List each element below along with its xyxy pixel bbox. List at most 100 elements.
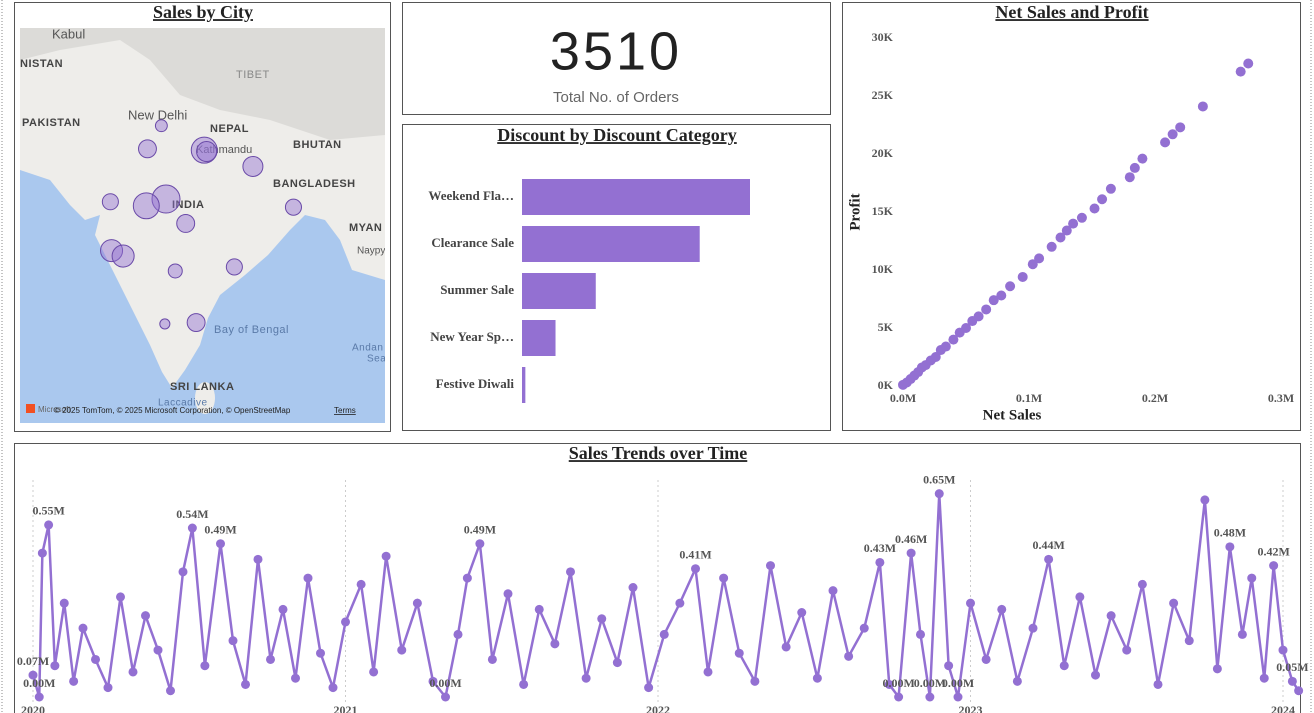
point xyxy=(1243,58,1254,69)
data-label: 0.41M xyxy=(679,547,711,561)
chart-title: Discount by Discount Category xyxy=(497,125,737,145)
point xyxy=(766,561,775,571)
sales-line xyxy=(31,493,1300,701)
x-tick-label: 0.3M xyxy=(1268,391,1294,405)
data-label: 0.54M xyxy=(176,507,208,521)
point xyxy=(1294,686,1304,696)
point xyxy=(141,611,150,621)
point xyxy=(266,654,275,664)
city-bubble xyxy=(154,119,168,133)
arabian-sea xyxy=(20,170,172,423)
point xyxy=(1068,218,1079,229)
point xyxy=(691,564,700,574)
point xyxy=(581,673,591,683)
map-label: TIBET xyxy=(236,69,270,81)
point xyxy=(719,573,729,583)
point xyxy=(166,686,175,696)
point xyxy=(934,489,944,499)
bar xyxy=(522,273,596,309)
data-label: 0.00M xyxy=(914,676,946,690)
point xyxy=(1059,661,1069,671)
point xyxy=(328,683,338,693)
data-label: 0.55M xyxy=(32,504,64,518)
city-bubble xyxy=(101,193,119,211)
bay-of-bengal xyxy=(172,215,385,423)
point xyxy=(948,334,959,345)
point xyxy=(859,623,869,633)
point xyxy=(453,629,463,639)
y-tick-label: Summer Sale xyxy=(440,282,514,297)
point xyxy=(1212,664,1222,674)
city-bubble xyxy=(225,258,243,276)
point xyxy=(966,598,975,608)
point xyxy=(997,604,1007,614)
city-bubble xyxy=(186,313,206,333)
y-tick-label: 10K xyxy=(872,262,894,276)
point xyxy=(116,592,125,602)
point xyxy=(566,567,575,577)
point xyxy=(930,352,941,362)
bar xyxy=(522,179,750,215)
point xyxy=(1169,598,1179,608)
point xyxy=(1017,271,1028,282)
kpi-label: Total No. of Orders xyxy=(553,89,679,106)
map-label: MYAN xyxy=(349,222,382,234)
point xyxy=(875,557,885,567)
map-label: Naypy xyxy=(357,246,385,257)
point xyxy=(59,598,69,608)
point xyxy=(1091,670,1100,680)
point xyxy=(797,608,807,618)
data-label: 0.46M xyxy=(895,532,927,546)
sri-lanka xyxy=(195,382,215,414)
data-label: 0.00M xyxy=(429,676,461,690)
x-tick-label: 2023 xyxy=(959,703,983,713)
point xyxy=(34,692,44,702)
city-bubble xyxy=(167,263,183,279)
point xyxy=(28,670,38,680)
city-bubble xyxy=(137,139,157,159)
point xyxy=(128,667,138,677)
map-label: PAKISTAN xyxy=(22,117,81,129)
city-bubble xyxy=(196,141,218,163)
y-tick-label: Festive Diwali xyxy=(436,376,515,391)
point xyxy=(1055,232,1066,243)
x-tick-label: 0.1M xyxy=(1016,391,1042,405)
attribution-link[interactable]: Terms xyxy=(334,406,356,415)
point xyxy=(228,636,238,646)
map-label: BHUTAN xyxy=(293,139,342,151)
point xyxy=(828,586,838,596)
data-label: 0.49M xyxy=(204,522,236,536)
point xyxy=(1122,645,1132,655)
point xyxy=(397,645,407,655)
x-tick-label: 2021 xyxy=(334,703,358,713)
y-axis-label: Profit xyxy=(847,193,863,230)
point xyxy=(781,642,791,652)
attribution: © 2025 TomTom, © 2025 Microsoft Corporat… xyxy=(54,406,291,415)
point xyxy=(153,645,163,655)
chart-title: Net Sales and Profit xyxy=(995,2,1148,22)
point xyxy=(412,598,422,608)
data-label: 0.43M xyxy=(864,541,896,555)
data-label: 0.49M xyxy=(464,522,496,536)
point xyxy=(961,323,971,333)
point xyxy=(178,567,188,577)
point xyxy=(487,654,497,664)
chart-title: Sales by City xyxy=(153,2,253,22)
point xyxy=(925,692,935,702)
map-label: New Delhi xyxy=(128,107,187,122)
map-label: BANGLADESH xyxy=(273,178,356,190)
point xyxy=(253,554,263,564)
point xyxy=(91,654,100,664)
data-label: 0.65M xyxy=(923,472,955,486)
point xyxy=(612,658,622,668)
data-label: 0.44M xyxy=(1032,538,1064,552)
point xyxy=(1235,66,1246,77)
panel xyxy=(402,124,831,431)
point xyxy=(988,295,999,306)
city-bubble xyxy=(159,318,171,330)
city-bubble xyxy=(111,244,135,268)
point xyxy=(1259,673,1269,683)
point xyxy=(303,573,313,583)
point xyxy=(1105,183,1116,194)
panel xyxy=(842,2,1301,431)
